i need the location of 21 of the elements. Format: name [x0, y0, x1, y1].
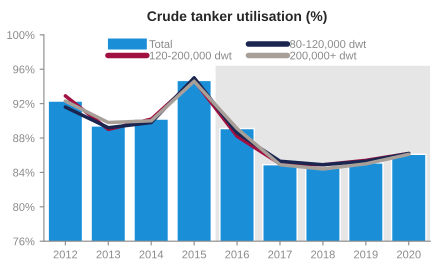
chart-title: Crude tanker utilisation (%): [147, 10, 327, 24]
legend-label: 120-200,000 dwt: [150, 51, 232, 61]
x-tick-label: 2017: [268, 250, 292, 258]
x-tick-label: 2020: [396, 250, 421, 258]
x-tick-label: 2012: [54, 250, 78, 258]
y-tick-label: 84%: [13, 168, 34, 177]
x-tick-label: 2015: [182, 250, 206, 258]
y-tick-label: 96%: [13, 66, 34, 74]
y-tick-label: 80%: [13, 203, 34, 211]
x-tick-label: 2019: [354, 250, 378, 258]
x-tick-label: 2013: [96, 250, 120, 258]
y-tick-label: 100%: [7, 31, 34, 39]
legend-label: 200,000+ dwt: [290, 51, 357, 61]
x-tick-label: 2018: [311, 250, 335, 258]
y-tick-label: 92%: [13, 100, 34, 108]
legend-label: 80-120,000 dwt: [290, 40, 366, 50]
y-tick-label: 88%: [13, 134, 34, 142]
y-tick-label: 76%: [13, 237, 34, 246]
x-tick-label: 2016: [225, 250, 249, 258]
text: Total: [149, 40, 172, 48]
x-tick-label: 2014: [139, 250, 164, 258]
